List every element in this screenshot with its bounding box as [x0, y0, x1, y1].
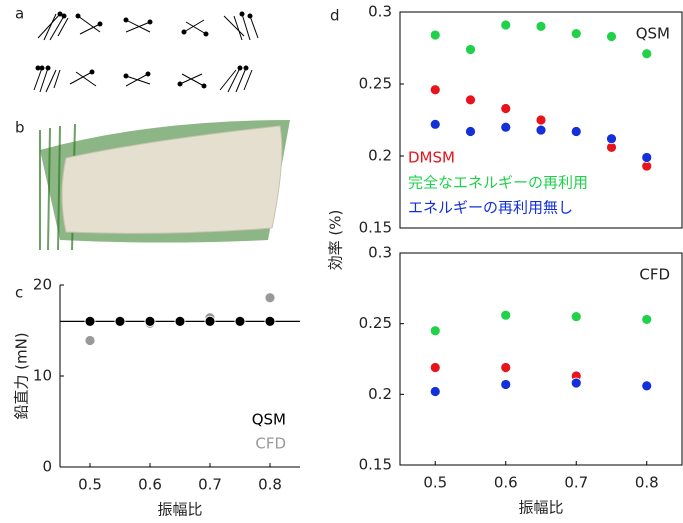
point [465, 94, 476, 106]
chart-title: CFD [639, 266, 670, 284]
legend-entry: CFD [255, 435, 286, 453]
x-tick-label: 0.5 [423, 474, 447, 492]
y-axis-label: 鉛直力 (mN) [13, 332, 31, 419]
y-tick-label: 0.2 [368, 147, 392, 165]
point [535, 114, 547, 126]
point [429, 386, 441, 397]
point [606, 133, 617, 145]
point [641, 152, 653, 163]
y-tick-label: 0.3 [368, 3, 392, 21]
point [144, 315, 156, 327]
point [114, 315, 126, 327]
point [429, 29, 441, 41]
y-tick-label: 0.25 [359, 314, 392, 332]
wing-render [39, 120, 290, 251]
point [500, 379, 512, 390]
point [570, 311, 582, 323]
point [429, 84, 441, 96]
legend-entry: 完全なエネルギーの再利用 [408, 174, 588, 192]
point [535, 20, 547, 32]
y-tick-label: 0.15 [359, 456, 392, 474]
axes-frame [399, 252, 683, 466]
point [465, 44, 476, 55]
point [641, 314, 653, 325]
point [641, 380, 653, 392]
point [570, 126, 582, 137]
panel-label: a [15, 5, 24, 23]
point [465, 126, 476, 137]
x-axis-label: 振幅比 [518, 499, 563, 517]
point [84, 315, 96, 327]
x-tick-label: 0.6 [138, 476, 162, 494]
point [500, 309, 512, 321]
point [429, 362, 441, 373]
chart-title: QSM [636, 25, 670, 43]
point [204, 315, 216, 327]
panel-label: b [15, 119, 25, 137]
y-axis-label: 効率 (%) [327, 210, 345, 271]
panel-label: c [15, 284, 23, 302]
point [570, 28, 582, 39]
y-tick-label: 0.25 [359, 75, 392, 93]
x-tick-label: 0.5 [78, 476, 102, 494]
axes-frame [399, 11, 683, 229]
y-tick-label: 0 [42, 458, 52, 476]
point [234, 315, 246, 327]
x-tick-label: 0.7 [198, 476, 222, 494]
x-axis-label: 振幅比 [157, 501, 202, 519]
y-tick-label: 20 [33, 276, 52, 294]
point [500, 121, 512, 133]
point [264, 292, 276, 304]
point [570, 377, 582, 389]
point [264, 315, 276, 327]
y-tick-label: 0.15 [359, 219, 392, 237]
point [500, 19, 512, 31]
point [641, 48, 653, 60]
x-tick-label: 0.6 [494, 474, 518, 492]
y-tick-label: 0.2 [368, 385, 392, 403]
legend-entry: QSM [252, 411, 286, 429]
legend-entry: エネルギーの再利用無し [408, 199, 573, 217]
x-tick-label: 0.8 [258, 476, 282, 494]
point [429, 325, 441, 337]
y-tick-label: 0.3 [368, 244, 392, 262]
point [500, 362, 512, 373]
y-tick-label: 10 [33, 367, 52, 385]
point [174, 315, 186, 327]
point [606, 31, 617, 42]
panel-label: d [330, 7, 340, 25]
point [500, 103, 512, 114]
x-tick-label: 0.7 [564, 474, 588, 492]
legend-entry: DMSM [408, 149, 455, 167]
point [535, 124, 547, 136]
stroke-diagram [33, 11, 259, 93]
x-tick-label: 0.8 [635, 474, 659, 492]
point [429, 118, 441, 130]
point [84, 335, 96, 346]
